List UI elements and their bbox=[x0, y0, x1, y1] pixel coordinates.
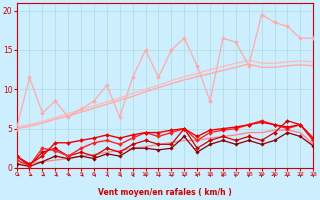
X-axis label: Vent moyen/en rafales ( km/h ): Vent moyen/en rafales ( km/h ) bbox=[98, 188, 232, 197]
